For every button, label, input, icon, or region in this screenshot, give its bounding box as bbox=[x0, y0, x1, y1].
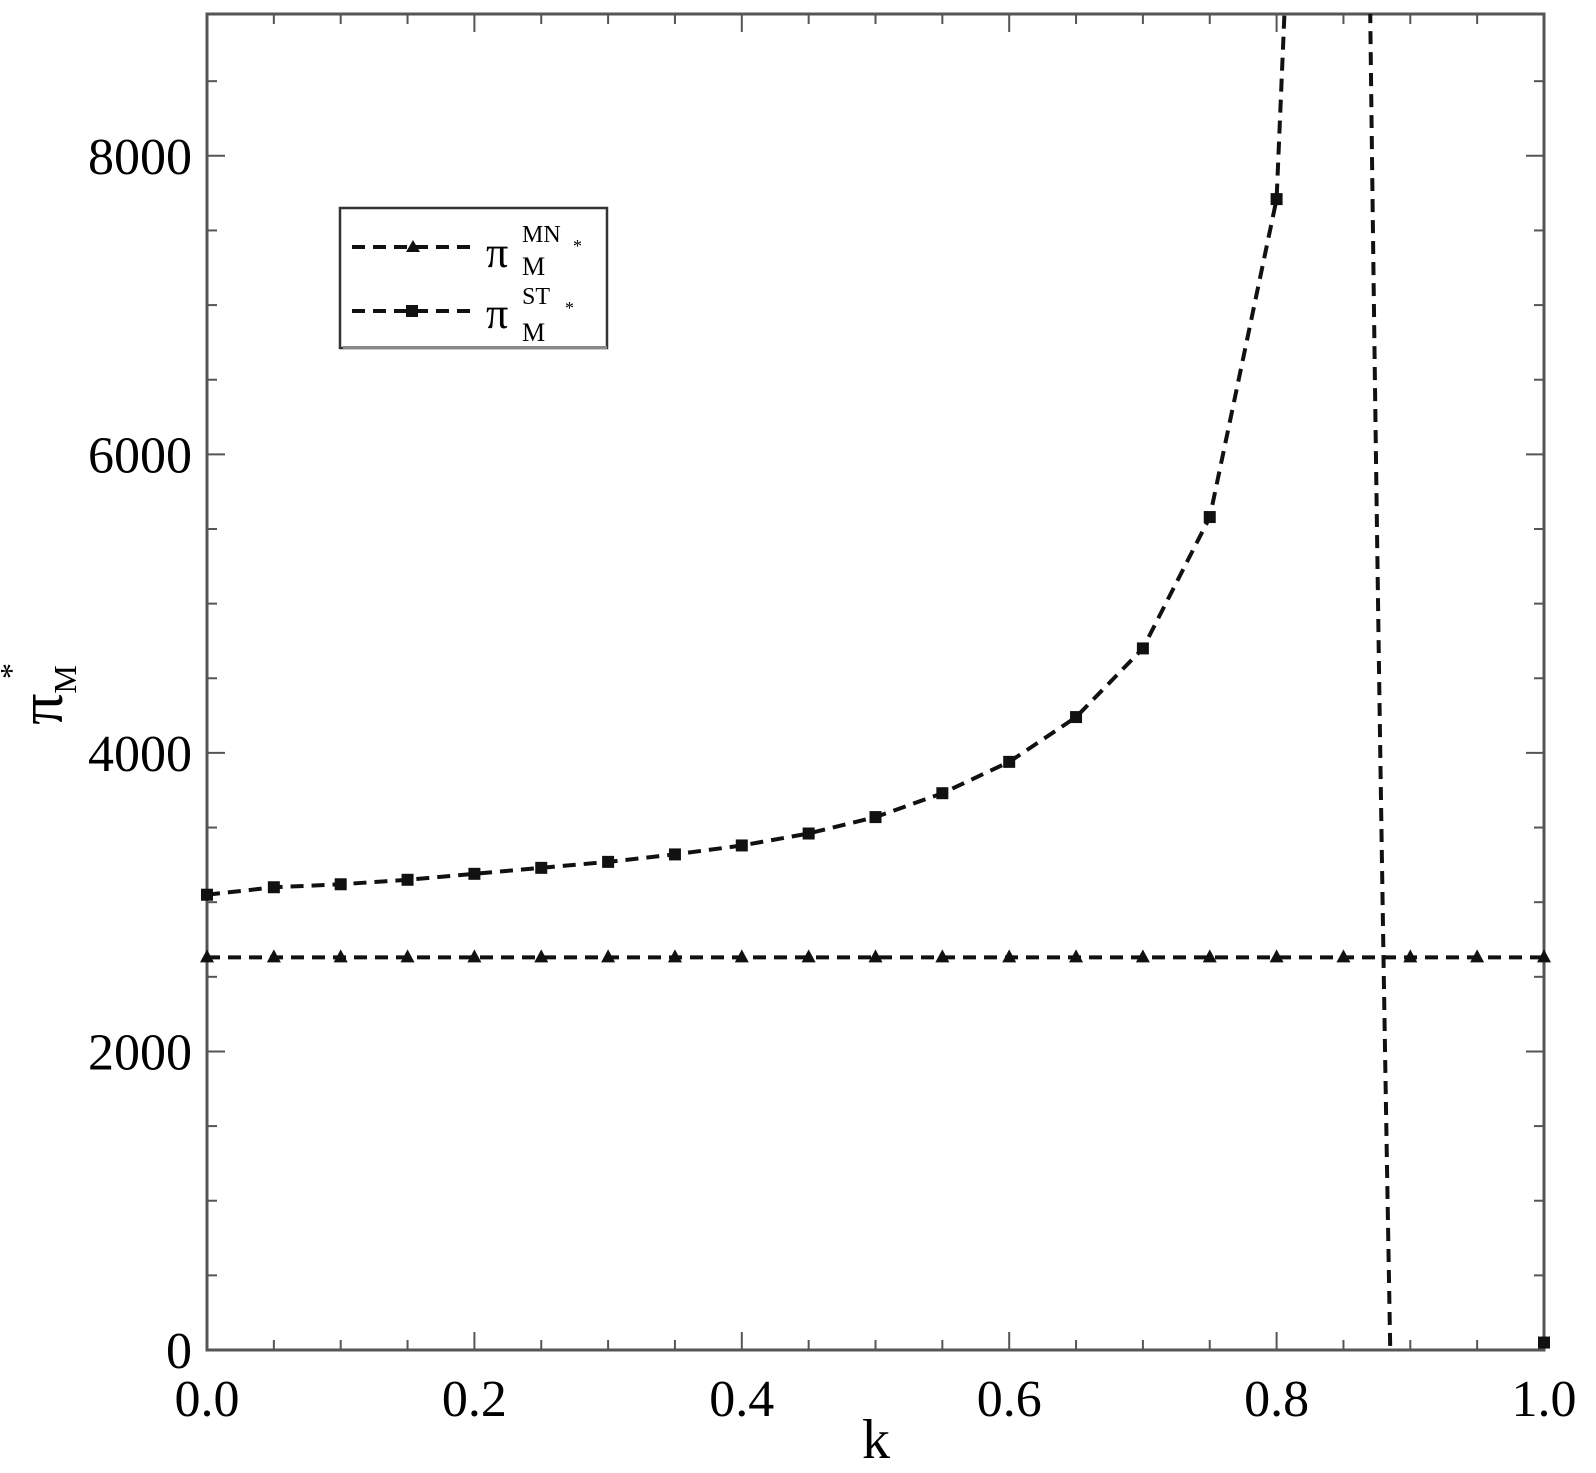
legend-marker-triangle bbox=[406, 240, 420, 252]
x-axis-title: k bbox=[862, 1409, 890, 1468]
y-axis-title-subscript: M bbox=[47, 665, 83, 693]
series-st-marker bbox=[201, 888, 213, 901]
series-mn-marker bbox=[1470, 949, 1485, 963]
y-axis-title-symbol: π bbox=[8, 694, 76, 725]
series-st-marker bbox=[1270, 193, 1283, 206]
x-tick-label: 0.8 bbox=[1244, 1371, 1309, 1428]
series-mn-marker bbox=[400, 949, 415, 963]
x-tick-label: 0.6 bbox=[977, 1371, 1042, 1428]
series-mn-marker bbox=[1537, 949, 1551, 963]
series-mn-marker bbox=[734, 949, 749, 963]
series-st-branch bbox=[1368, 14, 1393, 1350]
axis-ticks: 0.0 0.2 0.4 0.6 0.8 1.0 0 2000 4000 6000 8000 bbox=[88, 14, 1577, 1428]
series-mn-marker bbox=[467, 949, 482, 963]
series-mn-marker bbox=[1403, 949, 1418, 963]
series-mn-marker bbox=[1269, 949, 1284, 963]
legend-label-st-symbol: π bbox=[486, 289, 508, 338]
legend-label-mn-symbol: π bbox=[486, 228, 508, 277]
y-tick-label: 8000 bbox=[88, 129, 192, 186]
series-layer bbox=[200, 14, 1551, 1350]
series-mn-marker bbox=[1202, 949, 1217, 963]
legend-entry-mn: π MN * M bbox=[352, 222, 582, 281]
y-axis-title-superscript: * bbox=[0, 663, 29, 679]
legend-label-st-subscript: M bbox=[522, 318, 545, 347]
series-st-marker bbox=[1538, 1336, 1550, 1349]
series-st-marker bbox=[1003, 755, 1016, 768]
x-tick-label: 0.2 bbox=[442, 1371, 507, 1428]
series-st-marker bbox=[1136, 642, 1149, 655]
series-st-marker bbox=[869, 811, 882, 824]
legend-label-mn-subscript: M bbox=[522, 252, 545, 281]
legend-label-mn-mark: * bbox=[573, 236, 582, 256]
y-axis-title: πM * bbox=[0, 663, 83, 725]
x-tick-label: 1.0 bbox=[1512, 1371, 1577, 1428]
legend-entry-st: π ST * M bbox=[352, 284, 574, 347]
svg-text:πM: πM bbox=[8, 665, 83, 725]
legend-label-st-superscript: ST bbox=[522, 284, 550, 310]
y-tick-label: 6000 bbox=[88, 427, 192, 484]
series-mn-marker bbox=[266, 949, 281, 963]
series-st-marker bbox=[334, 878, 347, 891]
x-tick-label: 0.4 bbox=[709, 1371, 774, 1428]
legend: π MN * M π ST * M bbox=[338, 206, 609, 350]
series-st-marker bbox=[468, 867, 481, 880]
y-tick-label: 2000 bbox=[88, 1024, 192, 1081]
legend-box-shadow bbox=[343, 346, 607, 349]
series-mn-marker bbox=[1336, 949, 1351, 963]
series-mn-marker bbox=[534, 949, 549, 963]
series-mn-marker bbox=[801, 949, 816, 963]
series-st-marker bbox=[602, 855, 615, 868]
legend-marker-square bbox=[406, 305, 418, 317]
series-mn-marker bbox=[1069, 949, 1084, 963]
series-st-curve bbox=[207, 14, 1287, 897]
series-st-marker bbox=[267, 881, 280, 894]
series-st-marker bbox=[401, 873, 414, 886]
legend-label-mn-superscript: MN bbox=[522, 222, 561, 248]
series-st-marker bbox=[1070, 711, 1083, 724]
series-st-marker bbox=[1203, 511, 1216, 524]
series-st-marker bbox=[802, 827, 815, 840]
series-mn-marker bbox=[1135, 949, 1150, 963]
legend-label-st-mark: * bbox=[565, 298, 574, 318]
series-st-marker bbox=[535, 861, 548, 874]
y-tick-label: 0 bbox=[166, 1323, 192, 1380]
legend-box bbox=[338, 206, 609, 350]
series-mn-marker bbox=[601, 949, 616, 963]
series-mn-marker bbox=[200, 949, 214, 963]
series-st-marker bbox=[936, 787, 949, 800]
series-mn-marker bbox=[935, 949, 950, 963]
series-mn-marker bbox=[868, 949, 883, 963]
series-mn-marker bbox=[1002, 949, 1017, 963]
series-st-marker bbox=[735, 839, 748, 852]
y-tick-label: 4000 bbox=[88, 726, 192, 783]
series-mn-marker bbox=[333, 949, 348, 963]
series-mn-marker bbox=[667, 949, 682, 963]
series-st-marker bbox=[668, 848, 681, 861]
x-tick-label: 0.0 bbox=[175, 1371, 240, 1428]
